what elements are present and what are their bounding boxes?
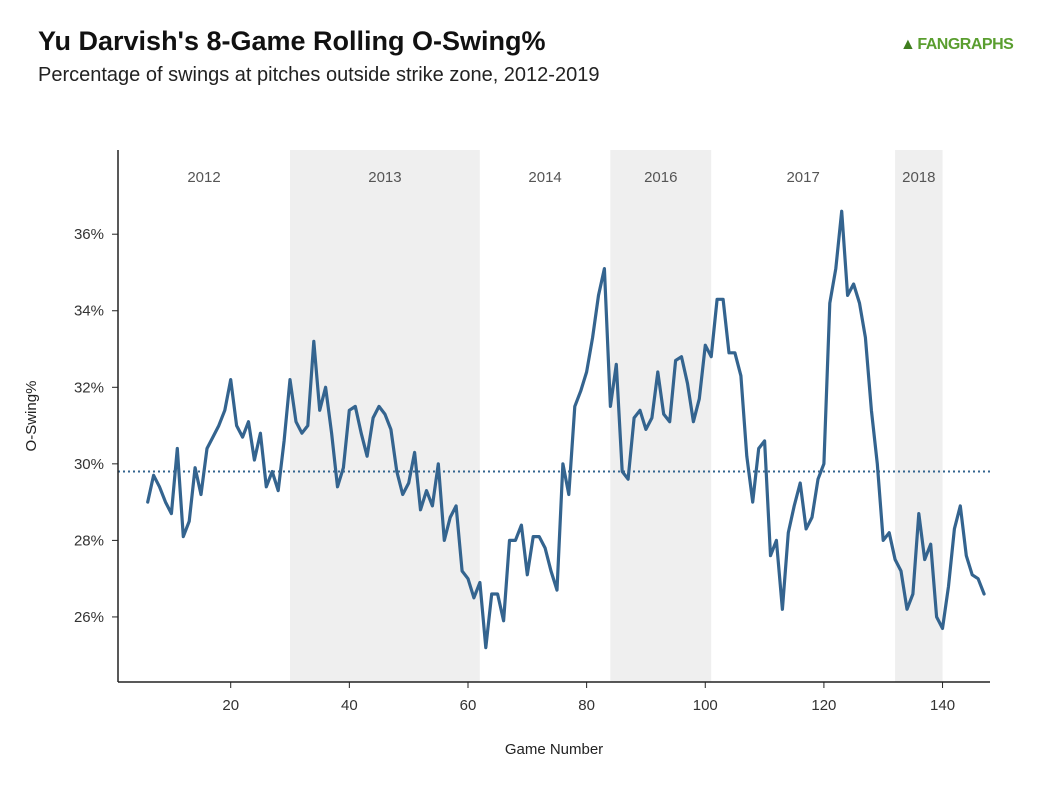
season-label-2016: 2016 <box>644 169 677 186</box>
season-label-2013: 2013 <box>368 169 401 186</box>
season-label-2014: 2014 <box>528 169 561 186</box>
season-label-2018: 2018 <box>902 169 935 186</box>
fangraphs-logo: ▲ FANGRAPHS <box>900 36 1014 54</box>
y-tick-label: 30% <box>74 456 104 473</box>
x-tick-label: 100 <box>693 697 718 714</box>
y-axis-label: O-Swing% <box>23 381 40 452</box>
x-tick-label: 40 <box>341 697 358 714</box>
x-tick-label: 80 <box>578 697 595 714</box>
y-tick-label: 34% <box>74 303 104 320</box>
y-tick-label: 26% <box>74 609 104 626</box>
o-swing-series-line <box>146 209 986 650</box>
x-axis-label: Game Number <box>505 741 603 758</box>
x-tick-label: 140 <box>930 697 955 714</box>
y-tick-label: 32% <box>74 379 104 396</box>
x-tick-label: 20 <box>222 697 239 714</box>
x-tick-label: 120 <box>811 697 836 714</box>
chart-subtitle: Percentage of swings at pitches outside … <box>38 64 600 86</box>
season-label-2012: 2012 <box>187 169 220 186</box>
chart-title: Yu Darvish's 8-Game Rolling O-Swing% <box>38 26 546 56</box>
x-tick-label: 60 <box>460 697 477 714</box>
fangraphs-leaf-icon: ▲ <box>900 36 916 53</box>
logo-text: FANGRAPHS <box>917 36 1014 53</box>
y-tick-label: 28% <box>74 532 104 549</box>
season-label-2017: 2017 <box>786 169 819 186</box>
y-tick-label: 36% <box>74 226 104 243</box>
